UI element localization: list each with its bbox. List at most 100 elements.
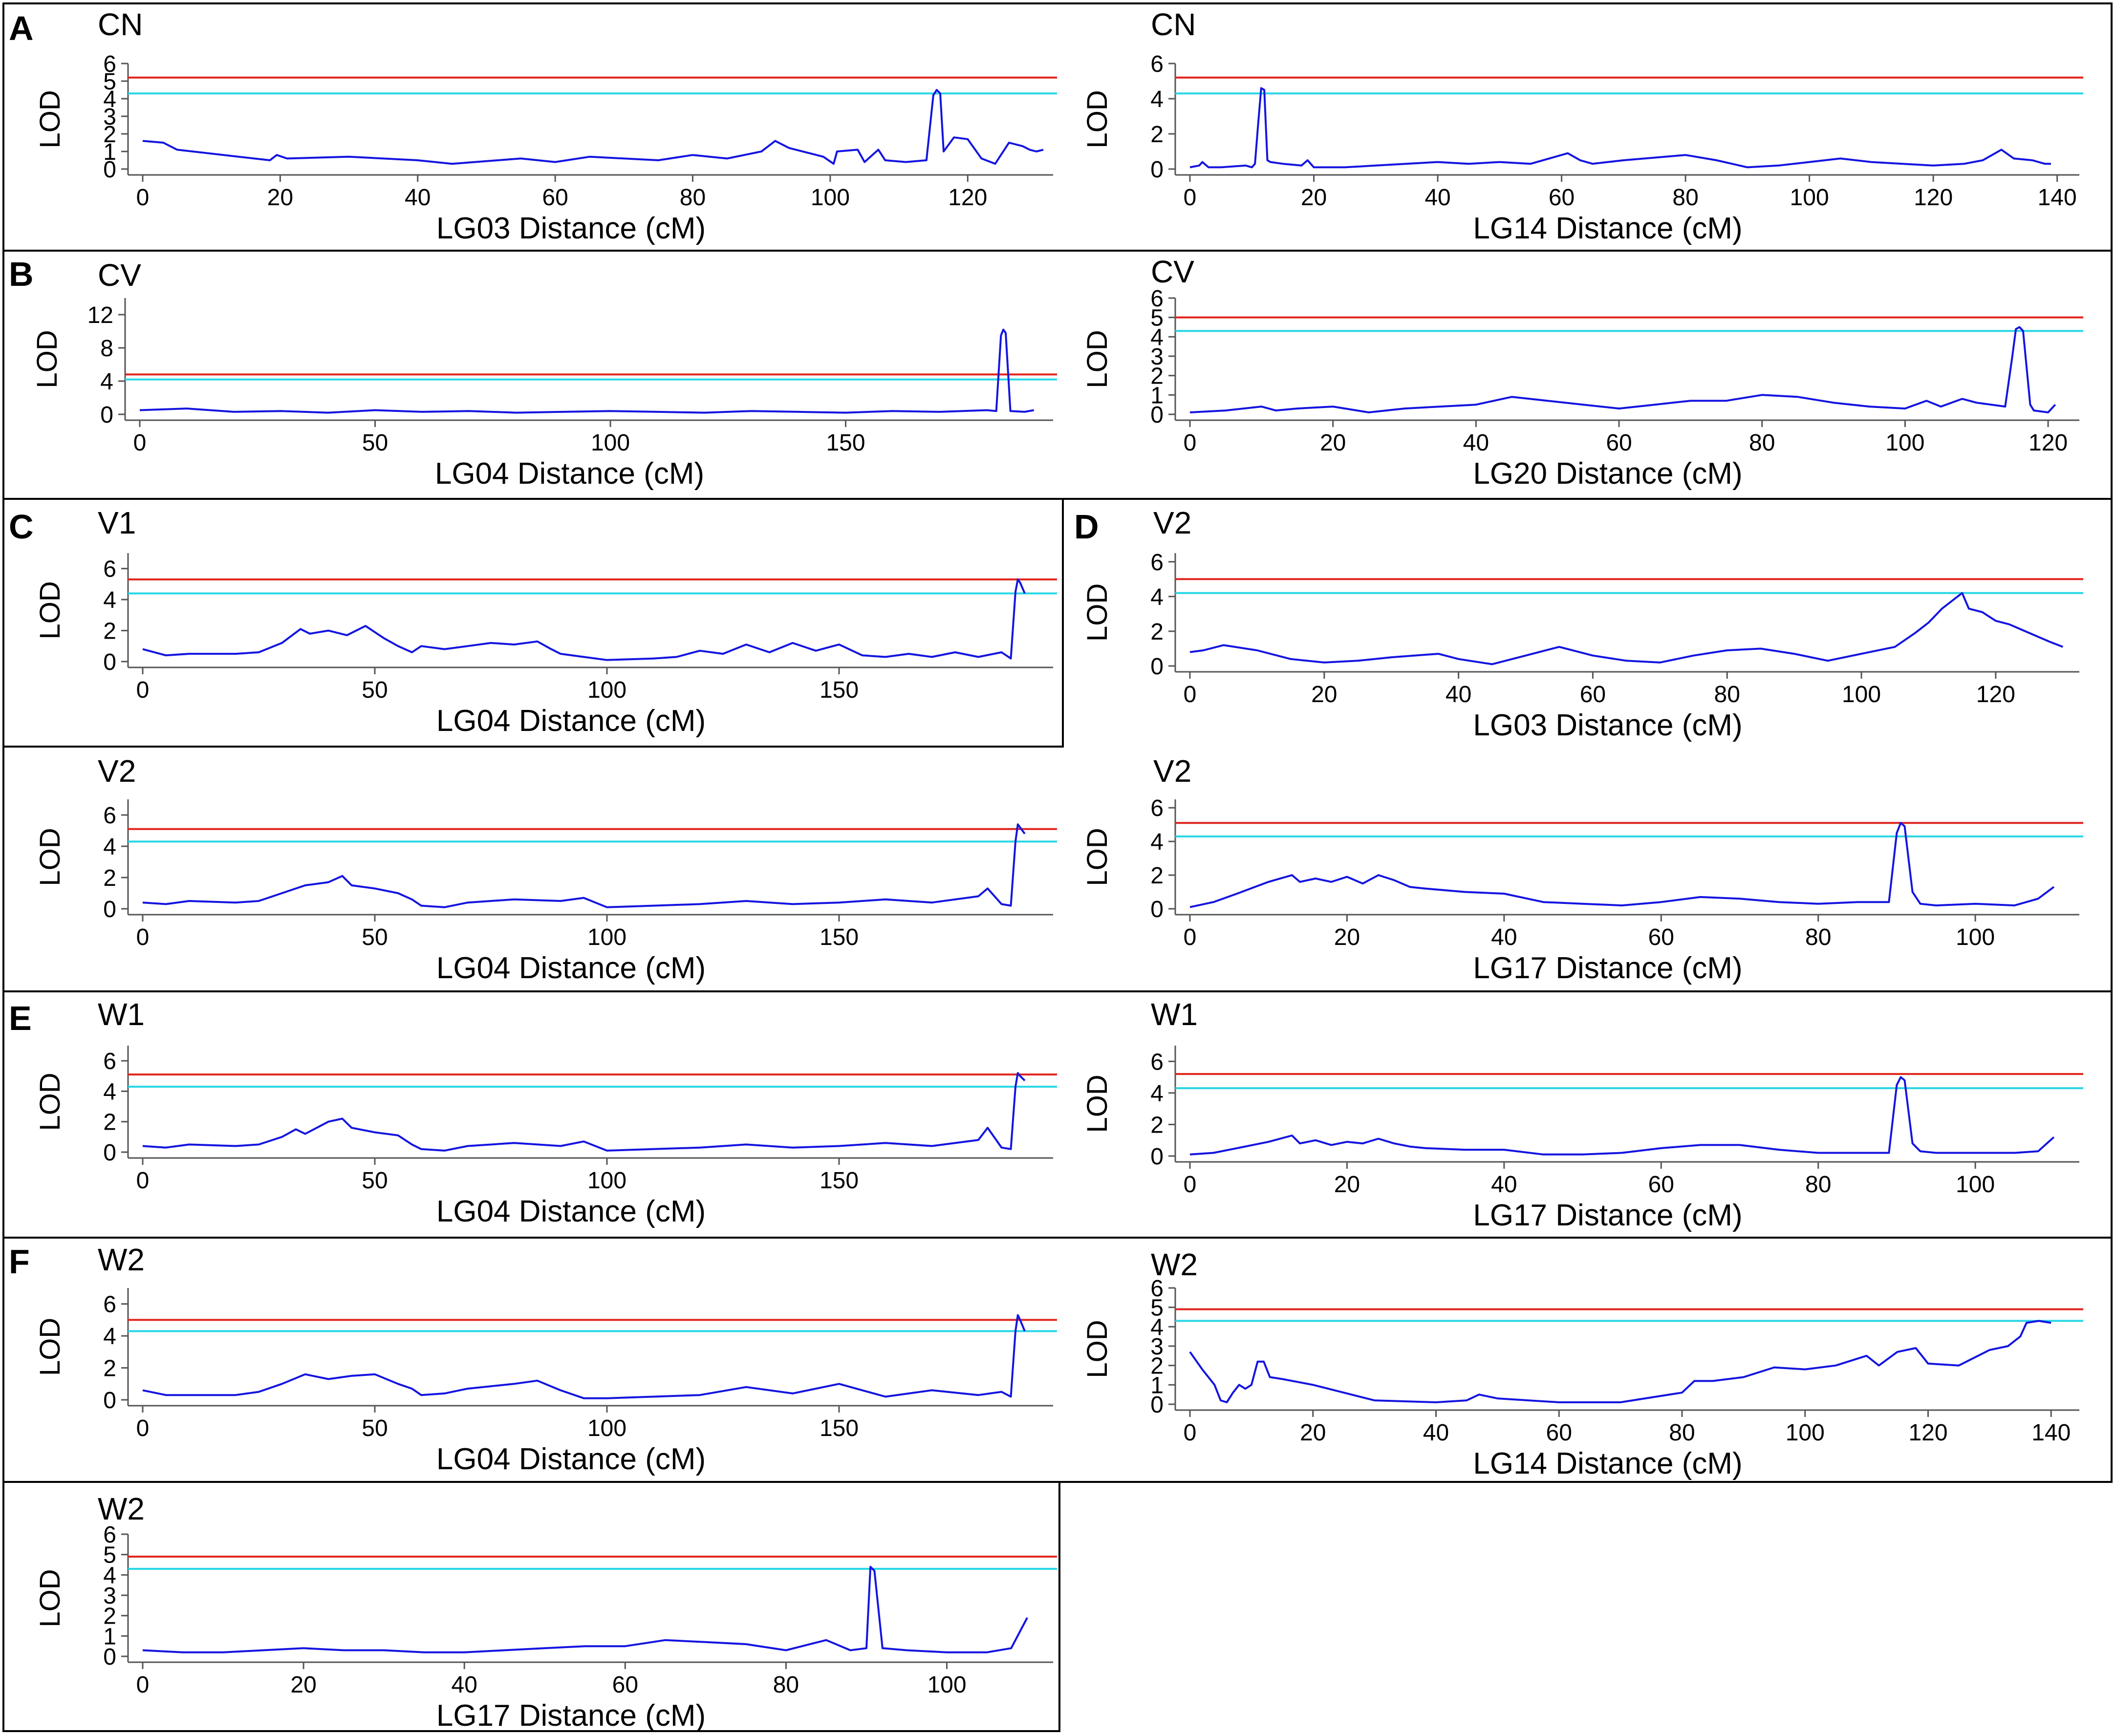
x-tick-label: 120	[2029, 430, 2068, 456]
y-tick-label: 2	[103, 1356, 116, 1382]
panel-title: CN	[98, 7, 143, 42]
x-tick-label: 40	[1446, 682, 1471, 707]
y-tick-label: 4	[103, 587, 116, 613]
lod-curve	[1189, 87, 2051, 169]
y-axis-label: LOD	[1081, 1074, 1113, 1133]
y-tick-label: 2	[103, 1604, 116, 1629]
x-tick-label: 40	[1491, 1172, 1517, 1198]
x-axis-label: LG17 Distance (cM)	[1473, 951, 1742, 985]
y-tick-label: 6	[103, 803, 116, 829]
panel-frame-6	[2, 1481, 1060, 1732]
panel-title: W2	[98, 1491, 145, 1526]
x-tick-label: 80	[1805, 924, 1831, 950]
lod-curve	[142, 1565, 1028, 1653]
x-axis-label: LG14 Distance (cM)	[1473, 1447, 1742, 1480]
y-axis-label: LOD	[34, 1318, 66, 1376]
y-tick-label: 6	[103, 1522, 116, 1548]
panel-title: W1	[1151, 997, 1198, 1032]
y-axis-label: LOD	[34, 1072, 66, 1131]
x-tick-label: 0	[136, 677, 150, 703]
x-tick-label: 100	[1842, 682, 1881, 707]
x-tick-label: 120	[948, 185, 987, 211]
y-tick-label: 4	[1150, 1081, 1164, 1107]
y-tick-label: 0	[103, 1140, 116, 1166]
y-tick-label: 1	[103, 139, 116, 165]
x-tick-label: 100	[587, 677, 626, 703]
y-tick-label: 2	[103, 865, 116, 891]
x-tick-label: 60	[1549, 185, 1575, 211]
x-tick-label: 0	[1184, 1172, 1197, 1198]
x-tick-label: 80	[773, 1672, 799, 1698]
panel-title: CN	[1151, 7, 1196, 42]
x-tick-label: 0	[136, 185, 150, 211]
x-tick-label: 0	[1184, 1420, 1197, 1446]
y-axis-label: LOD	[34, 90, 66, 148]
x-tick-label: 140	[2031, 1420, 2071, 1446]
y-tick-label: 0	[103, 1644, 116, 1670]
lod-curve	[1189, 822, 2055, 908]
y-tick-label: 5	[103, 1543, 116, 1568]
y-tick-label: 4	[1150, 584, 1164, 610]
x-tick-label: 100	[1786, 1420, 1825, 1446]
x-tick-label: 100	[587, 924, 626, 950]
x-tick-label: 60	[542, 185, 568, 211]
y-axis-label: LOD	[34, 1569, 66, 1627]
x-tick-label: 60	[1606, 430, 1632, 456]
x-tick-label: 20	[1334, 924, 1360, 950]
lod-panel-4: C V1 0 2 4 6 0 50 100 150 LOD LG04 Distance (cM)	[9, 505, 1057, 738]
y-axis-label: LOD	[31, 330, 63, 388]
y-tick-label: 4	[103, 1079, 116, 1105]
y-tick-label: 5	[1150, 305, 1164, 331]
lod-panel-8: E W1 0 2 4 6 0 50 100 150 LOD LG04 Distance (cM)	[9, 997, 1057, 1228]
lod-curve	[1189, 326, 2056, 413]
x-axis-label: LG04 Distance (cM)	[435, 457, 704, 491]
x-tick-label: 0	[136, 1168, 150, 1194]
y-tick-label: 0	[103, 897, 116, 922]
y-tick-label: 5	[1150, 1295, 1164, 1321]
lod-curve	[142, 578, 1026, 661]
x-tick-label: 100	[927, 1672, 966, 1698]
y-tick-label: 6	[1150, 1276, 1164, 1302]
y-tick-label: 2	[1150, 364, 1164, 389]
lod-curve	[142, 1072, 1026, 1152]
x-tick-label: 80	[1672, 185, 1698, 211]
x-axis-label: LG04 Distance (cM)	[436, 704, 706, 738]
panel-frame-3	[2, 498, 2113, 992]
lod-curve	[142, 89, 1044, 165]
y-tick-label: 4	[103, 1563, 116, 1588]
x-tick-label: 120	[1908, 1420, 1947, 1446]
y-tick-label: 1	[103, 1624, 116, 1650]
y-tick-label: 6	[103, 557, 116, 582]
x-axis-label: LG03 Distance (cM)	[436, 212, 706, 245]
x-tick-label: 120	[1976, 682, 2015, 707]
x-tick-label: 140	[2038, 185, 2077, 211]
y-axis-label: LOD	[34, 581, 66, 639]
y-tick-label: 1	[1150, 383, 1164, 408]
y-axis-label: LOD	[1081, 90, 1113, 148]
x-tick-label: 100	[587, 1168, 626, 1194]
x-tick-label: 20	[1311, 682, 1337, 707]
x-axis-label: LG04 Distance (cM)	[436, 951, 706, 985]
lod-curve	[142, 1314, 1026, 1399]
x-axis-label: LG17 Distance (cM)	[1473, 1199, 1742, 1232]
x-tick-label: 100	[1790, 185, 1829, 211]
x-tick-label: 150	[826, 430, 865, 456]
x-axis-label: LG04 Distance (cM)	[436, 1195, 706, 1228]
panel-title: W2	[98, 1242, 145, 1277]
panel-letter: D	[1074, 508, 1099, 546]
x-tick-label: 100	[591, 430, 630, 456]
y-tick-label: 0	[103, 649, 116, 675]
y-tick-label: 6	[1150, 795, 1164, 821]
x-tick-label: 0	[1184, 924, 1197, 950]
x-tick-label: 40	[1424, 185, 1450, 211]
y-tick-label: 6	[1150, 1049, 1164, 1075]
lod-panel-10: F W2 0 2 4 6 0 50 100 150 LOD LG04 Distance (cM)	[9, 1242, 1057, 1476]
x-axis-label: LG14 Distance (cM)	[1473, 212, 1742, 245]
x-tick-label: 20	[1301, 185, 1327, 211]
x-tick-label: 60	[1546, 1420, 1572, 1446]
